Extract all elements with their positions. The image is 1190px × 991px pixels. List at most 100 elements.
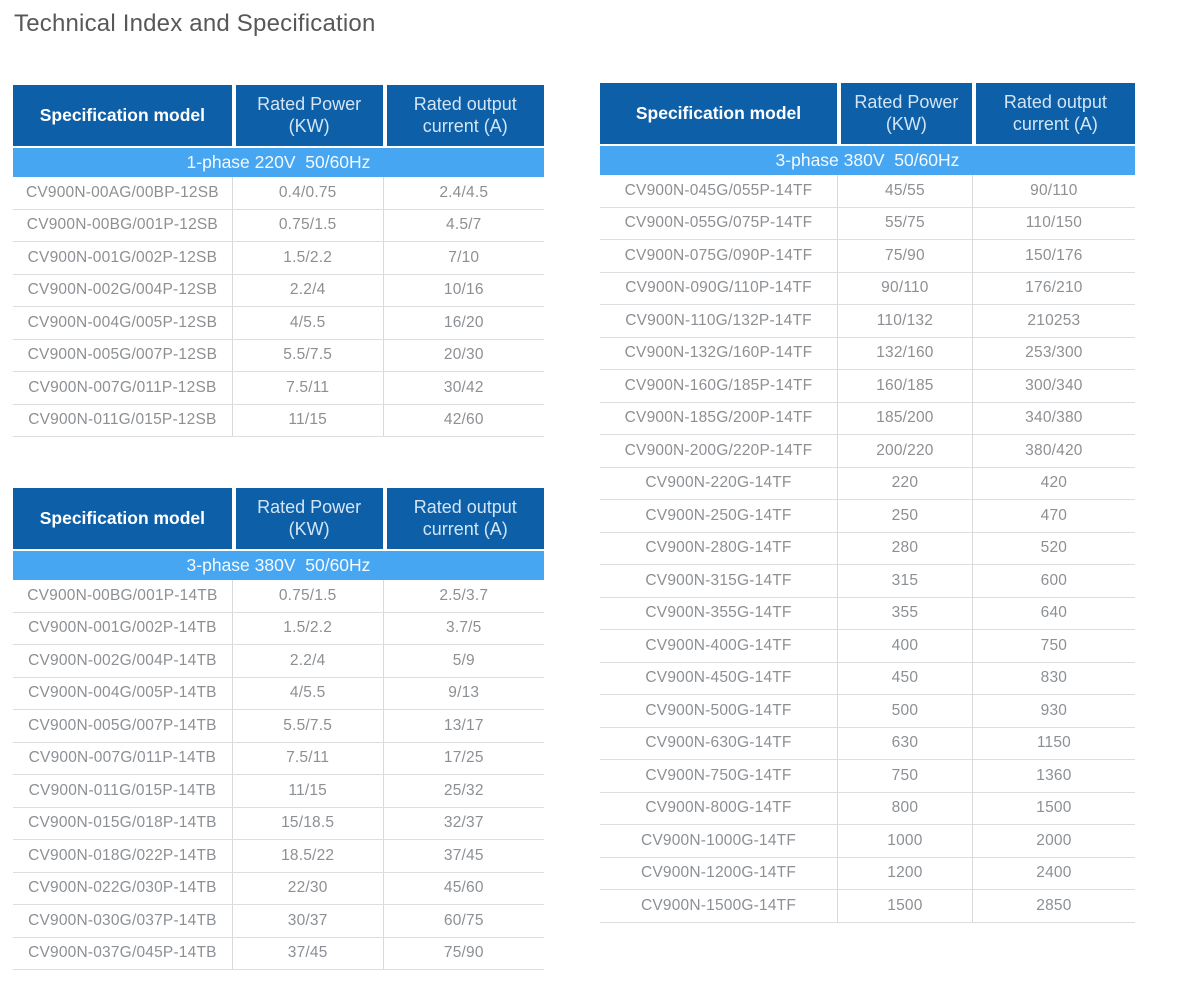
model-cell: CV900N-185G/200P-14TF <box>624 409 813 427</box>
model-cell: CV900N-037G/045P-14TB <box>28 944 217 962</box>
current-cell: 176/210 <box>971 272 1135 304</box>
model-cell: CV900N-750G-14TF <box>645 766 792 784</box>
current-cell: 17/25 <box>382 742 544 774</box>
power-cell: 11/15 <box>231 775 383 807</box>
table-row: CV900N-280G-14TF 280 520 <box>600 532 1135 565</box>
model-cell: CV900N-355G-14TF <box>645 604 792 622</box>
table-row: CV900N-004G/005P-12SB 4/5.5 16/20 <box>13 307 544 340</box>
table-row: CV900N-800G-14TF 800 1500 <box>600 792 1135 825</box>
table-row: CV900N-200G/220P-14TF 200/220 380/420 <box>600 435 1135 468</box>
model-cell: CV900N-630G-14TF <box>645 734 792 752</box>
column-header-model: Specification model <box>39 105 206 125</box>
rated-current-line2: current (A) <box>422 115 508 136</box>
model-cell: CV900N-011G/015P-14TB <box>28 781 217 799</box>
power-cell: 110/132 <box>837 305 972 337</box>
power-cell: 500 <box>837 695 972 727</box>
table-row: CV900N-1200G-14TF 1200 2400 <box>600 857 1135 890</box>
model-cell: CV900N-220G-14TF <box>645 474 792 492</box>
model-cell: CV900N-015G/018P-14TB <box>28 814 217 832</box>
current-cell: 25/32 <box>382 775 544 807</box>
column-header-rated-power: Rated Power (KW) <box>231 85 383 146</box>
model-cell: CV900N-1200G-14TF <box>640 864 797 882</box>
table-body: CV900N-045G/055P-14TF 45/55 90/110 CV900N-0… <box>600 175 1135 923</box>
table-row: CV900N-090G/110P-14TF 90/110 176/210 <box>600 272 1135 305</box>
power-cell: 185/200 <box>837 402 972 434</box>
power-cell: 0.75/1.5 <box>231 580 383 612</box>
table-row: CV900N-500G-14TF 500 930 <box>600 695 1135 728</box>
power-cell: 0.75/1.5 <box>231 209 383 241</box>
model-cell: CV900N-055G/075P-14TF <box>624 214 813 232</box>
power-cell: 160/185 <box>837 370 972 402</box>
current-cell: 420 <box>971 467 1135 499</box>
current-cell: 300/340 <box>971 370 1135 402</box>
power-cell: 132/160 <box>837 337 972 369</box>
current-cell: 10/16 <box>382 274 544 306</box>
model-cell: CV900N-004G/005P-12SB <box>27 313 218 331</box>
table-row: CV900N-110G/132P-14TF 110/132 210253 <box>600 305 1135 338</box>
rated-power-line1: Rated Power <box>257 496 362 517</box>
rated-power-line1: Rated Power <box>257 93 362 114</box>
current-cell: 750 <box>971 630 1135 662</box>
model-cell: CV900N-045G/055P-14TF <box>624 181 813 199</box>
power-cell: 1.5/2.2 <box>231 612 383 644</box>
power-cell: 1000 <box>837 825 972 857</box>
current-cell: 380/420 <box>971 435 1135 467</box>
power-cell: 45/55 <box>837 175 972 207</box>
column-header-rated-power: Rated Power (KW) <box>837 83 972 144</box>
table-row: CV900N-315G-14TF 315 600 <box>600 565 1135 598</box>
table-row: CV900N-037G/045P-14TB 37/45 75/90 <box>13 937 544 970</box>
table-row: CV900N-030G/037P-14TB 30/37 60/75 <box>13 905 544 938</box>
current-cell: 32/37 <box>382 807 544 839</box>
power-cell: 400 <box>837 630 972 662</box>
rated-power-line2: (KW) <box>885 113 927 134</box>
current-cell: 90/110 <box>971 175 1135 207</box>
power-cell: 7.5/11 <box>231 372 383 404</box>
rated-current-line2: current (A) <box>1012 113 1098 134</box>
current-cell: 75/90 <box>382 937 544 969</box>
power-cell: 200/220 <box>837 435 972 467</box>
column-header-rated-current: Rated output current (A) <box>382 85 544 146</box>
current-cell: 45/60 <box>382 872 544 904</box>
power-cell: 250 <box>837 500 972 532</box>
power-cell: 355 <box>837 597 972 629</box>
current-cell: 16/20 <box>382 307 544 339</box>
current-cell: 520 <box>971 532 1135 564</box>
table-row: CV900N-022G/030P-14TB 22/30 45/60 <box>13 872 544 905</box>
phase-band-1phase-220v: 1-phase 220V 50/60Hz <box>13 148 544 177</box>
power-cell: 15/18.5 <box>231 807 383 839</box>
table-row: CV900N-001G/002P-12SB 1.5/2.2 7/10 <box>13 242 544 275</box>
table-row: CV900N-160G/185P-14TF 160/185 300/340 <box>600 370 1135 403</box>
current-cell: 1360 <box>971 760 1135 792</box>
current-cell: 930 <box>971 695 1135 727</box>
model-cell: CV900N-001G/002P-12SB <box>27 248 218 266</box>
power-cell: 2.2/4 <box>231 645 383 677</box>
model-cell: CV900N-001G/002P-14TB <box>28 619 217 637</box>
table-row: CV900N-005G/007P-14TB 5.5/7.5 13/17 <box>13 710 544 743</box>
model-cell: CV900N-00BG/001P-12SB <box>26 216 218 234</box>
table-header-row: Specification model Rated Power (KW) Rat… <box>13 85 544 146</box>
power-cell: 18.5/22 <box>231 840 383 872</box>
table-row: CV900N-132G/160P-14TF 132/160 253/300 <box>600 337 1135 370</box>
model-cell: CV900N-011G/015P-12SB <box>28 411 217 429</box>
current-cell: 60/75 <box>382 905 544 937</box>
rated-current-line1: Rated output <box>413 496 517 517</box>
table-row: CV900N-075G/090P-14TF 75/90 150/176 <box>600 240 1135 273</box>
power-cell: 22/30 <box>231 872 383 904</box>
current-cell: 2850 <box>971 890 1135 922</box>
table-row: CV900N-002G/004P-12SB 2.2/4 10/16 <box>13 274 544 307</box>
power-cell: 37/45 <box>231 937 383 969</box>
power-cell: 90/110 <box>837 272 972 304</box>
current-cell: 4.5/7 <box>382 209 544 241</box>
model-cell: CV900N-132G/160P-14TF <box>624 344 813 362</box>
power-cell: 1500 <box>837 890 972 922</box>
table-row: CV900N-1500G-14TF 1500 2850 <box>600 890 1135 923</box>
table-row: CV900N-250G-14TF 250 470 <box>600 500 1135 533</box>
model-cell: CV900N-007G/011P-12SB <box>28 378 217 396</box>
current-cell: 9/13 <box>382 677 544 709</box>
table-row: CV900N-00AG/00BP-12SB 0.4/0.75 2.4/4.5 <box>13 177 544 210</box>
table-row: CV900N-450G-14TF 450 830 <box>600 662 1135 695</box>
rated-power-line2: (KW) <box>288 518 330 539</box>
current-cell: 340/380 <box>971 402 1135 434</box>
table-row: CV900N-004G/005P-14TB 4/5.5 9/13 <box>13 677 544 710</box>
